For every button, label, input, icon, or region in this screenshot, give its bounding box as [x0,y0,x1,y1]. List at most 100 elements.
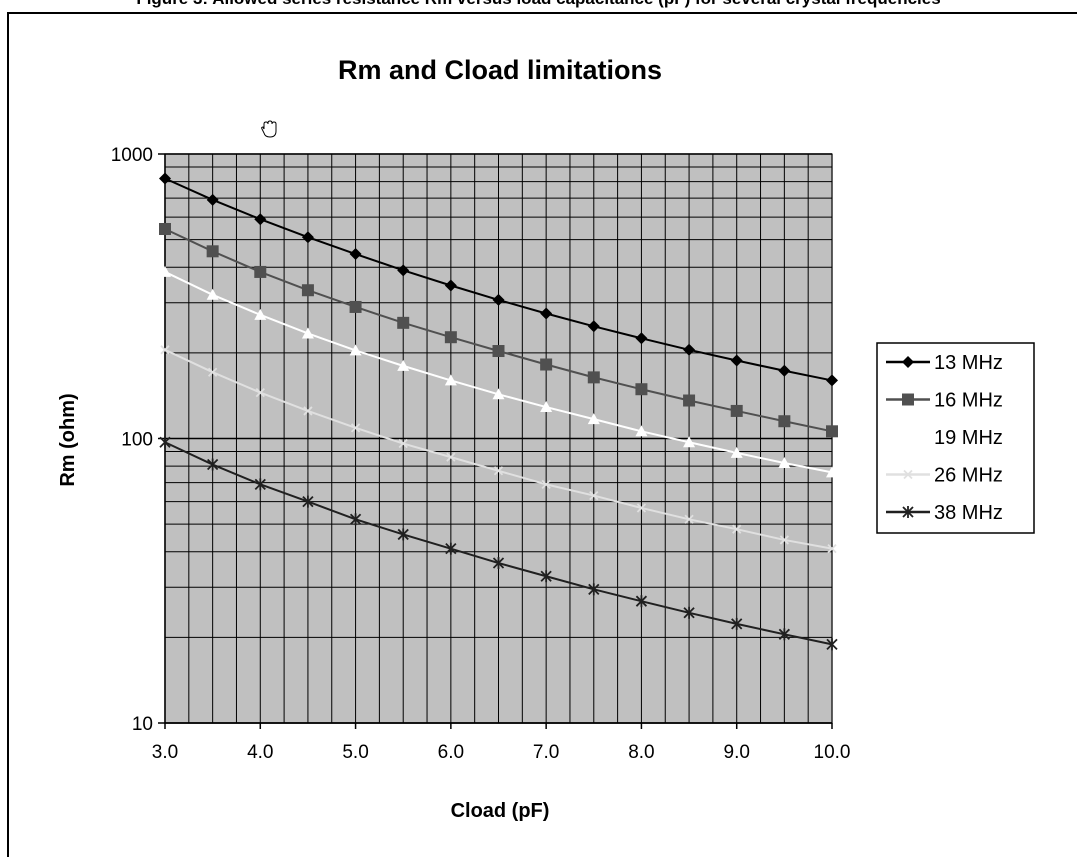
hand-cursor-icon [261,120,277,138]
data-point [827,544,837,554]
data-point [683,394,696,407]
legend-item: 38 MHz [886,502,1003,524]
data-point [541,479,551,489]
data-point [587,320,600,333]
data-point [255,387,265,398]
legend-item: 19 MHz [886,427,1003,449]
chart-frame [7,12,1077,857]
data-point [826,466,838,478]
data-point [303,406,313,416]
data-point [444,374,457,386]
data-point [254,308,267,320]
x-tick-label: 4.0 [247,742,273,763]
plot-area: 10 100 1000 3.0 4.0 5.0 6.0 7.0 8.0 9.0 10.0 [111,145,851,763]
data-point [254,265,267,278]
data-point [397,316,410,329]
data-point [684,514,694,524]
data-point [540,307,553,320]
data-point [492,388,505,400]
data-point [730,354,743,367]
data-point [208,367,218,377]
data-point [683,343,696,356]
data-point [446,452,456,462]
x-tick-label: 8.0 [628,742,654,763]
x-axis-title: Cload (pF) [451,800,550,822]
data-point [301,231,314,244]
y-tick-label: 100 [121,430,153,451]
legend-label: 19 MHz [934,427,1003,449]
data-point [778,415,791,428]
data-point [349,300,362,313]
data-point [683,606,695,619]
data-point [731,617,743,630]
legend-item: 13 MHz [886,352,1003,374]
data-point [301,327,314,339]
legend-label: 26 MHz [934,465,1003,487]
y-axis-title: Rm (ohm) [57,393,79,486]
data-point [587,371,600,384]
data-point [349,248,362,261]
data-point [540,358,553,371]
data-point [398,438,408,449]
legend-label: 38 MHz [934,502,1003,524]
data-point [635,425,648,437]
data-point [635,383,648,396]
data-point [588,583,600,596]
data-point [589,490,599,501]
y-tick-label: 10 [132,714,153,735]
data-point [778,628,790,641]
data-point [397,359,410,371]
x-tick-label: 6.0 [438,742,464,763]
x-tick-label: 7.0 [533,742,559,763]
data-point [493,466,504,476]
data-point [540,401,553,413]
legend-item: 16 MHz [886,390,1003,412]
data-point [302,495,314,508]
data-point [778,364,791,377]
legend-marker [902,393,914,406]
x-tick-label: 10.0 [814,742,851,763]
data-point [636,503,647,513]
data-point [587,413,600,425]
data-point [349,344,362,356]
data-point [207,458,219,471]
legend-marker [902,356,914,368]
data-point [397,528,409,541]
data-point [160,345,170,355]
data-point [397,264,410,277]
data-point [206,245,219,258]
data-point [444,279,457,292]
data-point [159,222,171,235]
data-point [301,284,314,297]
data-point [635,595,648,608]
x-tick-label: 3.0 [152,742,178,763]
data-point [206,288,219,300]
data-point [732,524,742,534]
data-point [444,331,457,344]
data-point [445,542,457,555]
data-point [826,638,838,651]
data-point [206,193,219,206]
figure-caption: Figure 3: Allowed series resistance Rm v… [0,0,1077,11]
data-point [492,345,505,358]
legend-marker [903,469,913,480]
x-tick-label: 9.0 [724,742,750,763]
data-point [635,332,648,345]
data-point [159,265,171,277]
data-point [492,557,505,570]
data-point [254,213,267,226]
y-tick-label: 1000 [111,145,153,166]
data-point [350,423,361,433]
data-point [779,535,789,545]
data-point [730,446,743,458]
data-point [492,293,505,306]
legend-marker [902,431,914,442]
data-point [254,478,266,491]
data-point [159,172,171,185]
data-point [683,436,696,448]
data-point [778,457,791,469]
legend: 13 MHz 16 MHz 19 MHz 26 MHz 38 MHz [876,342,1035,534]
data-point [349,513,362,526]
data-point [159,436,171,449]
